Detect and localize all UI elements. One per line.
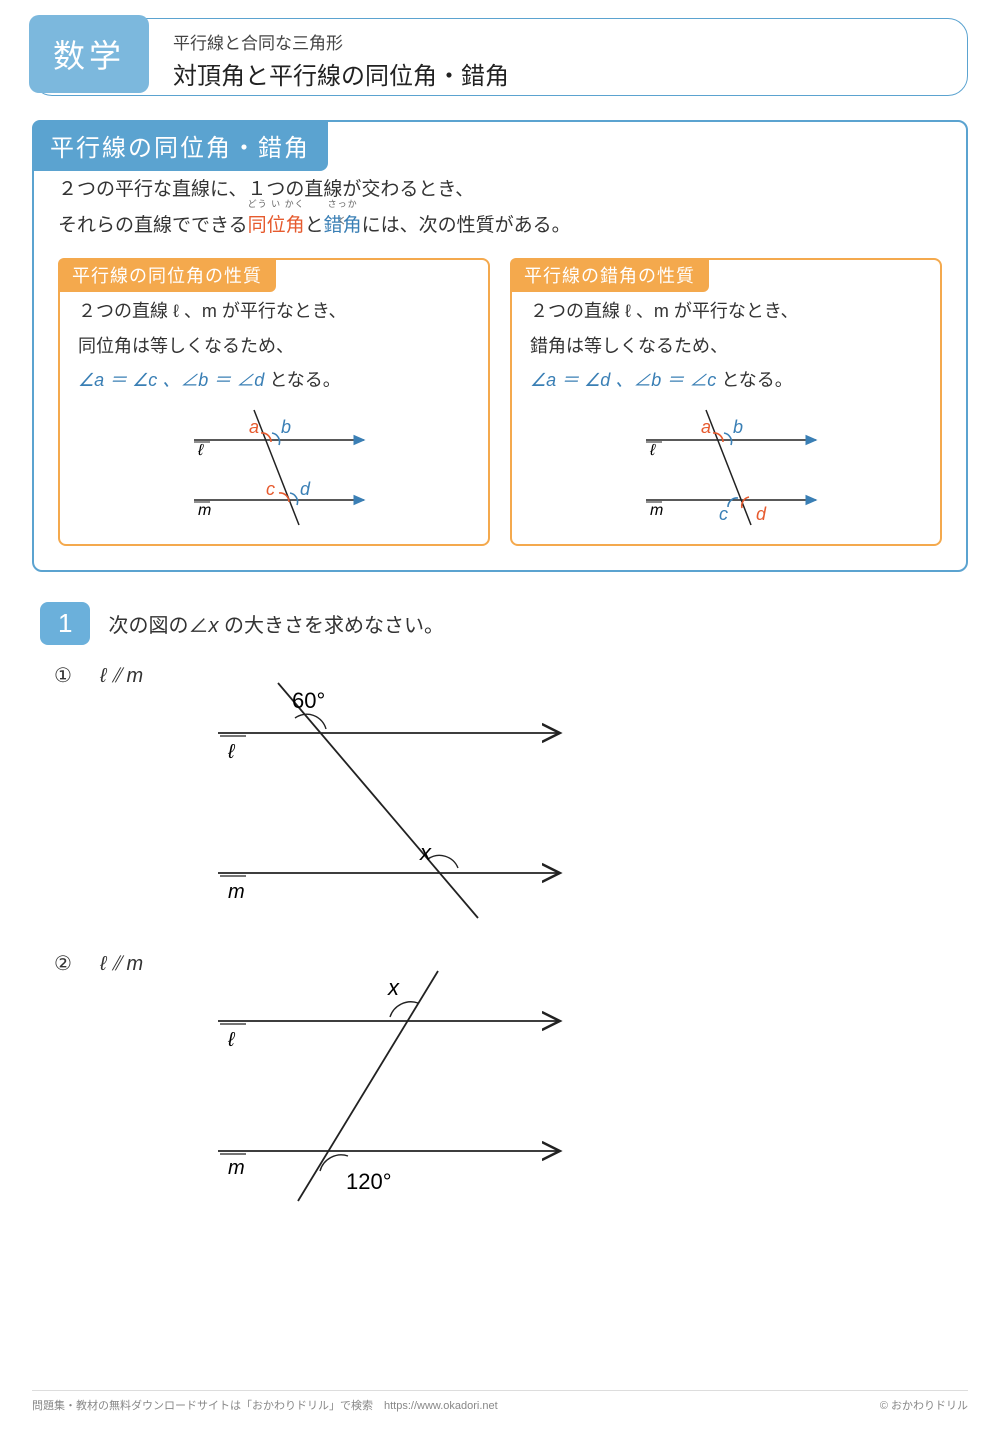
- ruby-douikaku: どう い かく: [248, 196, 305, 213]
- prop2-label-b: b: [733, 417, 743, 437]
- page-footer: 問題集・教材の無料ダウンロードサイトは「おかわりドリル」で検索 https://…: [32, 1390, 968, 1413]
- prop1-eq-text: ∠a ＝ ∠c 、∠b ＝ ∠d: [78, 370, 264, 390]
- sub1-l: ℓ: [227, 741, 236, 763]
- page-header: 数学 平行線と合同な三角形 対頂角と平行線の同位角・錯角: [32, 18, 968, 96]
- theory-title: 平行線の同位角・錯角: [32, 120, 328, 171]
- footer-left: 問題集・教材の無料ダウンロードサイトは「おかわりドリル」で検索 https://…: [32, 1397, 498, 1413]
- sub2-l: ℓ: [227, 1029, 236, 1051]
- ruby-sakkaku: さっかく: [324, 196, 362, 230]
- prop2-diagram: a b c d ℓ m: [606, 400, 846, 530]
- sub2-number: ②: [54, 951, 82, 1211]
- instr-pre: 次の図の∠: [108, 615, 208, 637]
- intro-prefix: それらの直線でできる: [58, 215, 248, 236]
- prop1-label-l: ℓ: [197, 442, 204, 459]
- sub2-diagram: x 120° ℓ m: [188, 951, 608, 1211]
- prop1-line1: ２つの直線 ℓ 、m が平行なとき、: [78, 294, 470, 329]
- problem-instruction: 次の図の∠x の大きさを求めなさい。: [108, 609, 444, 638]
- prop2-label-c: c: [719, 504, 728, 524]
- prop2-eq-suffix: となる。: [716, 370, 792, 390]
- prop2-title: 平行線の錯角の性質: [510, 258, 709, 292]
- prop2-label-m: m: [650, 502, 663, 519]
- problem-number-badge: 1: [40, 602, 90, 645]
- prop1-title: 平行線の同位角の性質: [58, 258, 276, 292]
- sub-problem-2: ② ℓ ⫽ m x 120° ℓ m: [54, 951, 960, 1211]
- property-box-corresponding: 平行線の同位角の性質 ２つの直線 ℓ 、m が平行なとき、 同位角は等しくなるた…: [58, 258, 490, 546]
- intro-suffix: には、次の性質がある。: [362, 215, 571, 236]
- property-box-alternate: 平行線の錯角の性質 ２つの直線 ℓ 、m が平行なとき、 錯角は等しくなるため、…: [510, 258, 942, 546]
- sub2-var: x: [387, 975, 400, 1000]
- prop1-diagram: a b c d ℓ m: [154, 400, 394, 530]
- prop2-label-a: a: [701, 417, 711, 437]
- intro-and: と: [305, 215, 324, 236]
- prop1-eq-suffix: となる。: [264, 370, 340, 390]
- prop2-label-d: d: [756, 504, 767, 524]
- sub2-parallel-note: ℓ ⫽ m: [100, 953, 170, 1211]
- sub-problem-1: ① ℓ ⫽ m 60° x ℓ m: [54, 663, 960, 923]
- prop1-equation: ∠a ＝ ∠c 、∠b ＝ ∠d となる。: [78, 366, 470, 392]
- prop2-equation: ∠a ＝ ∠d 、∠b ＝ ∠c となる。: [530, 366, 922, 392]
- prop1-label-d: d: [300, 479, 311, 499]
- theory-box: 平行線の同位角・錯角 ２つの平行な直線に、１つの直線が交わるとき、 それらの直線…: [32, 120, 968, 572]
- sub1-m: m: [228, 881, 245, 903]
- sub1-number: ①: [54, 663, 82, 923]
- prop1-label-b: b: [281, 417, 291, 437]
- sub1-diagram: 60° x ℓ m: [188, 663, 608, 923]
- prop2-label-l: ℓ: [649, 442, 656, 459]
- instr-post: の大きさを求めなさい。: [218, 615, 444, 637]
- term-douikaku: 同位角: [248, 215, 305, 236]
- header-subtitle: 平行線と合同な三角形: [173, 29, 947, 54]
- theory-intro: ２つの平行な直線に、１つの直線が交わるとき、 それらの直線でできるどう い かく…: [58, 172, 942, 244]
- sub1-var: x: [419, 840, 432, 865]
- prop1-label-a: a: [249, 417, 259, 437]
- prop2-line1: ２つの直線 ℓ 、m が平行なとき、: [530, 294, 922, 329]
- sub1-angle: 60°: [292, 688, 325, 713]
- prop2-line2: 錯角は等しくなるため、: [530, 329, 922, 364]
- prop1-label-c: c: [266, 479, 275, 499]
- footer-right: © おかわりドリル: [880, 1397, 968, 1413]
- sub2-angle: 120°: [346, 1169, 392, 1194]
- sub1-parallel-note: ℓ ⫽ m: [100, 665, 170, 923]
- problem-section: 1 次の図の∠x の大きさを求めなさい。 ① ℓ ⫽ m 60°: [40, 602, 960, 1211]
- header-title: 対頂角と平行線の同位角・錯角: [173, 56, 947, 91]
- prop1-label-m: m: [198, 502, 211, 519]
- instr-var: x: [208, 615, 218, 637]
- sub2-m: m: [228, 1157, 245, 1179]
- prop1-line2: 同位角は等しくなるため、: [78, 329, 470, 364]
- prop2-eq-text: ∠a ＝ ∠d 、∠b ＝ ∠c: [530, 370, 716, 390]
- problem-header: 1 次の図の∠x の大きさを求めなさい。: [40, 602, 960, 645]
- subject-badge: 数学: [29, 15, 149, 93]
- property-columns: 平行線の同位角の性質 ２つの直線 ℓ 、m が平行なとき、 同位角は等しくなるた…: [58, 258, 942, 546]
